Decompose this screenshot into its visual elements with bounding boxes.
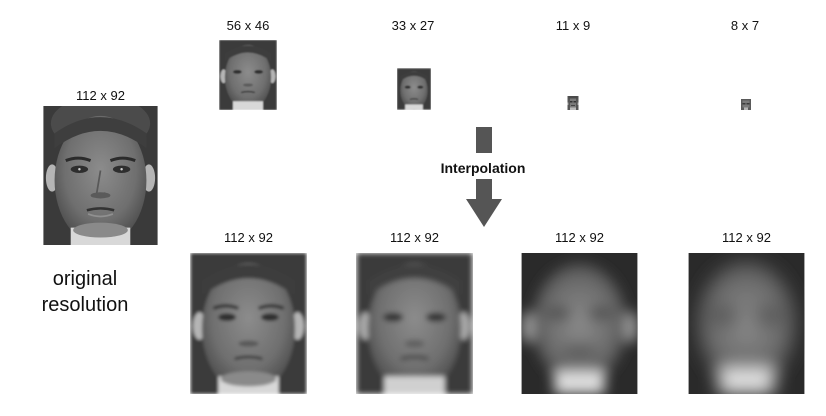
interpolated-face-from-56x46	[190, 253, 307, 394]
downsampled-face-8x7	[741, 99, 751, 110]
downsample-size-label-1: 56 x 46	[226, 18, 270, 33]
interpolated-size-label-1: 112 x 92	[224, 230, 273, 245]
downsampled-face-11x9	[567, 96, 579, 110]
downsample-size-label-3: 11 x 9	[555, 18, 591, 33]
interpolation-arrow-icon	[466, 127, 502, 227]
original-size-label: 112 x 92	[76, 88, 125, 103]
downsampled-face-33x27	[397, 68, 431, 110]
interpolated-size-label-3: 112 x 92	[555, 230, 604, 245]
interpolation-label: Interpolation	[440, 160, 526, 176]
downsampled-face-56x46	[219, 40, 277, 110]
original-caption-line1: original	[52, 268, 118, 290]
downsample-size-label-4: 8 x 7	[730, 18, 760, 33]
interpolated-face-from-11x9	[521, 253, 638, 394]
original-resolution-caption: original resolution	[20, 266, 150, 318]
original-face-image	[43, 106, 158, 245]
interpolated-face-from-8x7	[688, 253, 805, 394]
interpolated-size-label-4: 112 x 92	[722, 230, 771, 245]
interpolated-face-from-33x27	[356, 253, 473, 394]
downsample-size-label-2: 33 x 27	[391, 18, 435, 33]
original-caption-line2: resolution	[41, 294, 129, 316]
interpolated-size-label-2: 112 x 92	[390, 230, 439, 245]
